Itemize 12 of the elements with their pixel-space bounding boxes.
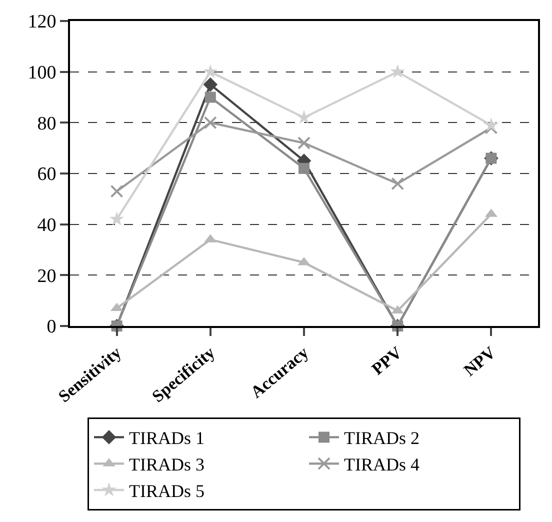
legend-label: TIRADs 3 [129, 454, 204, 475]
y-tick-label: 100 [28, 62, 56, 84]
y-tick-label: 40 [37, 214, 56, 236]
y-tick-label: 80 [37, 113, 56, 134]
y-tick-label: 120 [28, 12, 56, 33]
legend-label: TIRADs 4 [344, 454, 420, 475]
legend-label: TIRADs 1 [129, 428, 204, 448]
y-tick-label: 20 [37, 266, 56, 287]
y-tick-label: 60 [37, 164, 56, 186]
y-tick-label: 0 [46, 316, 56, 338]
legend-label: TIRADs 5 [129, 481, 204, 502]
legend-label: TIRADs 2 [344, 428, 420, 448]
